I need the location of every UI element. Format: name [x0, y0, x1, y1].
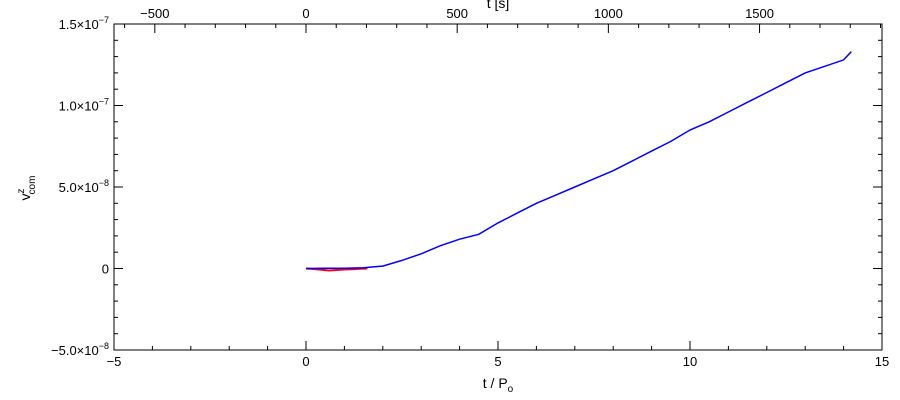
y-tick-label: 0: [102, 262, 109, 277]
top-x-tick-label: 500: [446, 6, 468, 21]
x-axis-title-sub: o: [508, 384, 514, 395]
x-tick-label: −5: [107, 354, 122, 369]
x-axis-title: t / Po: [483, 375, 514, 395]
x-tick-label: 15: [875, 354, 889, 369]
y-axis-title: vzcom: [16, 176, 38, 201]
axis-ticks: [113, 23, 883, 351]
y-tick-label: 5.0×10−8: [59, 178, 109, 195]
top-axis-title: t [s]: [487, 0, 510, 11]
x-tick-label: 10: [683, 354, 697, 369]
x-tick-label: 0: [302, 354, 309, 369]
y-tick-label: 1.5×10−7: [59, 15, 109, 32]
plot-frame: [113, 23, 883, 351]
y-axis-title-sup: z: [16, 188, 27, 193]
y-axis-title-main: v: [17, 193, 33, 200]
series-main-line: [305, 51, 852, 270]
x-tick-label: 5: [494, 354, 501, 369]
top-x-tick-label: 1000: [594, 6, 623, 21]
top-x-tick-label: 1500: [745, 6, 774, 21]
top-x-tick-label: 0: [302, 6, 309, 21]
y-axis-title-sub: com: [27, 176, 38, 195]
series-layer: [305, 51, 852, 272]
x-axis-title-main: t / P: [483, 375, 508, 391]
y-tick-label: 1.0×10−7: [59, 97, 109, 114]
y-tick-label: −5.0×10−8: [51, 341, 109, 358]
series-early-line: [305, 267, 368, 272]
top-x-tick-label: −500: [140, 6, 169, 21]
tick-labels: −5 0 5 10 15 −500 0 500 1000 1500 −5.0×10−8 0 5.0×10…: [51, 6, 889, 369]
